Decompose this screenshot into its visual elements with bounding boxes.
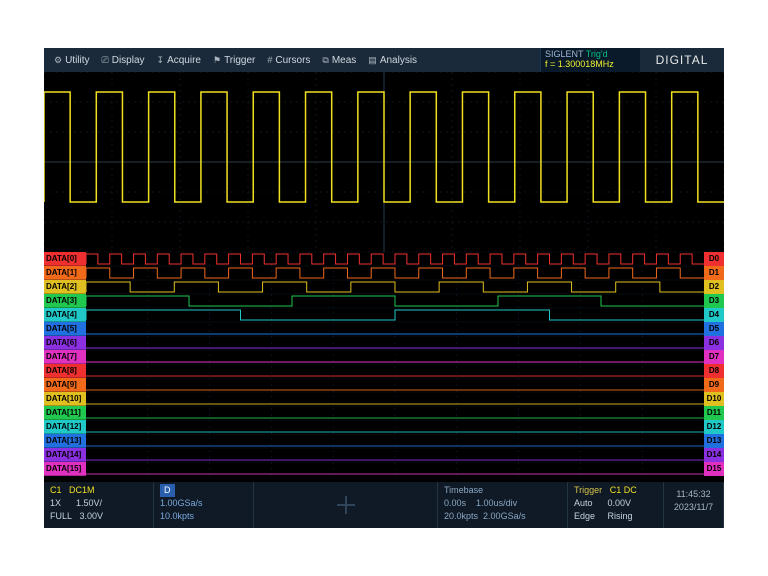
ch-name: C1 xyxy=(50,485,62,495)
digital-label-right-12[interactable]: D12 xyxy=(704,420,724,434)
trigger-mode: Auto xyxy=(574,498,593,508)
digital-label-right-7[interactable]: D7 xyxy=(704,350,724,364)
brand-block: SIGLENT Trig'd f = 1.300018MHz xyxy=(540,48,640,72)
analog-waveform-region[interactable] xyxy=(44,72,724,252)
digital-label-left-1[interactable]: DATA[1] xyxy=(44,266,86,280)
digital-label-right-10[interactable]: D10 xyxy=(704,392,724,406)
menu-item-meas[interactable]: ⧉ Meas xyxy=(316,55,362,66)
d-samplerate: 1.00GSa/s xyxy=(160,497,247,510)
menu-item-trigger[interactable]: ⚑Trigger xyxy=(207,55,261,66)
digital-status-block[interactable]: D 1.00GSa/s 10.0kpts xyxy=(154,482,254,528)
digital-label-right-9[interactable]: D9 xyxy=(704,378,724,392)
digital-label-left-15[interactable]: DATA[15] xyxy=(44,462,86,476)
menu-label: Cursors xyxy=(275,55,310,66)
clock-block: 11:45:32 2023/11/7 xyxy=(664,482,724,528)
digital-label-left-8[interactable]: DATA[8] xyxy=(44,364,86,378)
acquire-icon: ↧ xyxy=(157,55,165,66)
display-icon: ⎚ xyxy=(102,55,109,66)
digital-label-right-14[interactable]: D14 xyxy=(704,448,724,462)
timebase-title: Timebase xyxy=(444,484,561,497)
digital-waveform-region[interactable]: DATA[0]DATA[1]DATA[2]DATA[3]DATA[4]DATA[… xyxy=(44,252,724,482)
ch-probe: 1X xyxy=(50,498,61,508)
crosshair-icon xyxy=(337,496,355,514)
trigger-level: 0.00V xyxy=(608,498,632,508)
trigger-slope: Rising xyxy=(608,511,633,521)
ch-coupling: DC1M xyxy=(69,485,95,495)
trigger-src: C1 DC xyxy=(610,485,637,495)
status-spacer xyxy=(254,482,438,528)
trigger-title: Trigger xyxy=(574,485,602,495)
digital-labels-left: DATA[0]DATA[1]DATA[2]DATA[3]DATA[4]DATA[… xyxy=(44,252,86,476)
digital-label-left-10[interactable]: DATA[10] xyxy=(44,392,86,406)
menu-item-utility[interactable]: ⚙Utility xyxy=(48,55,96,66)
digital-label-left-2[interactable]: DATA[2] xyxy=(44,280,86,294)
clock-date: 2023/11/7 xyxy=(670,501,717,514)
menu-label: Meas xyxy=(332,55,356,66)
digital-label-left-9[interactable]: DATA[9] xyxy=(44,378,86,392)
digital-label-left-14[interactable]: DATA[14] xyxy=(44,448,86,462)
menu-label: Analysis xyxy=(380,55,417,66)
menu-label: Display xyxy=(112,55,145,66)
ch-offset: 3.00V xyxy=(80,511,104,521)
utility-icon: ⚙ xyxy=(54,55,62,66)
menu-item-analysis[interactable]: ▤Analysis xyxy=(362,55,423,66)
digital-label-right-4[interactable]: D4 xyxy=(704,308,724,322)
digital-traces xyxy=(86,252,704,476)
ch-bw: FULL xyxy=(50,511,72,521)
digital-label-right-13[interactable]: D13 xyxy=(704,434,724,448)
digital-label-right-6[interactable]: D6 xyxy=(704,336,724,350)
digital-label-left-5[interactable]: DATA[5] xyxy=(44,322,86,336)
digital-label-left-7[interactable]: DATA[7] xyxy=(44,350,86,364)
trigger-type: Edge xyxy=(574,511,595,521)
digital-label-right-0[interactable]: D0 xyxy=(704,252,724,266)
brand-name: SIGLENT xyxy=(545,49,583,59)
digital-label-right-15[interactable]: D15 xyxy=(704,462,724,476)
d-label: D xyxy=(160,484,175,497)
digital-label-right-2[interactable]: D2 xyxy=(704,280,724,294)
digital-label-left-3[interactable]: DATA[3] xyxy=(44,294,86,308)
digital-label-left-6[interactable]: DATA[6] xyxy=(44,336,86,350)
menu-label: Trigger xyxy=(224,55,255,66)
digital-labels-right: D0D1D2D3D4D5D6D7D8D9D10D11D12D13D14D15 xyxy=(704,252,724,476)
digital-label-right-11[interactable]: D11 xyxy=(704,406,724,420)
timebase-delay: 0.00s xyxy=(444,498,466,508)
menu-item-acquire[interactable]: ↧Acquire xyxy=(151,55,207,66)
timebase-sa: 2.00GSa/s xyxy=(483,511,526,521)
timebase-pts: 20.0kpts xyxy=(444,511,478,521)
digital-label-right-8[interactable]: D8 xyxy=(704,364,724,378)
digital-label-left-13[interactable]: DATA[13] xyxy=(44,434,86,448)
mode-label[interactable]: DIGITAL xyxy=(640,48,724,72)
menu-item-display[interactable]: ⎚Display xyxy=(96,55,151,66)
digital-label-left-11[interactable]: DATA[11] xyxy=(44,406,86,420)
digital-label-right-5[interactable]: D5 xyxy=(704,322,724,336)
d-points: 10.0kpts xyxy=(160,510,247,523)
status-bar: C1 DC1M 1X 1.50V/ FULL 3.00V D 1.00GSa/s… xyxy=(44,482,724,528)
menu-label: Acquire xyxy=(167,55,201,66)
meas-icon: ⧉ xyxy=(322,55,328,66)
cursors-icon: # xyxy=(267,55,272,65)
oscilloscope-screen: ⚙Utility⎚Display↧Acquire⚑Trigger#Cursors… xyxy=(44,48,724,528)
digital-label-left-12[interactable]: DATA[12] xyxy=(44,420,86,434)
menu-item-cursors[interactable]: #Cursors xyxy=(261,55,316,66)
trigger-status-block[interactable]: Trigger C1 DC Auto 0.00V Edge Rising xyxy=(568,482,664,528)
timebase-status-block[interactable]: Timebase 0.00s 1.00us/div 20.0kpts 2.00G… xyxy=(438,482,568,528)
trigger-status: Trig'd xyxy=(586,49,608,59)
digital-label-right-1[interactable]: D1 xyxy=(704,266,724,280)
digital-label-left-4[interactable]: DATA[4] xyxy=(44,308,86,322)
analysis-icon: ▤ xyxy=(368,55,377,66)
channel-status-block[interactable]: C1 DC1M 1X 1.50V/ FULL 3.00V xyxy=(44,482,154,528)
clock-time: 11:45:32 xyxy=(670,488,717,501)
menu-label: Utility xyxy=(65,55,89,66)
freq-readout: f = 1.300018MHz xyxy=(545,59,636,69)
ch-vdiv: 1.50V/ xyxy=(76,498,102,508)
digital-label-right-3[interactable]: D3 xyxy=(704,294,724,308)
trigger-icon: ⚑ xyxy=(213,55,221,66)
digital-label-left-0[interactable]: DATA[0] xyxy=(44,252,86,266)
timebase-tdiv: 1.00us/div xyxy=(476,498,517,508)
